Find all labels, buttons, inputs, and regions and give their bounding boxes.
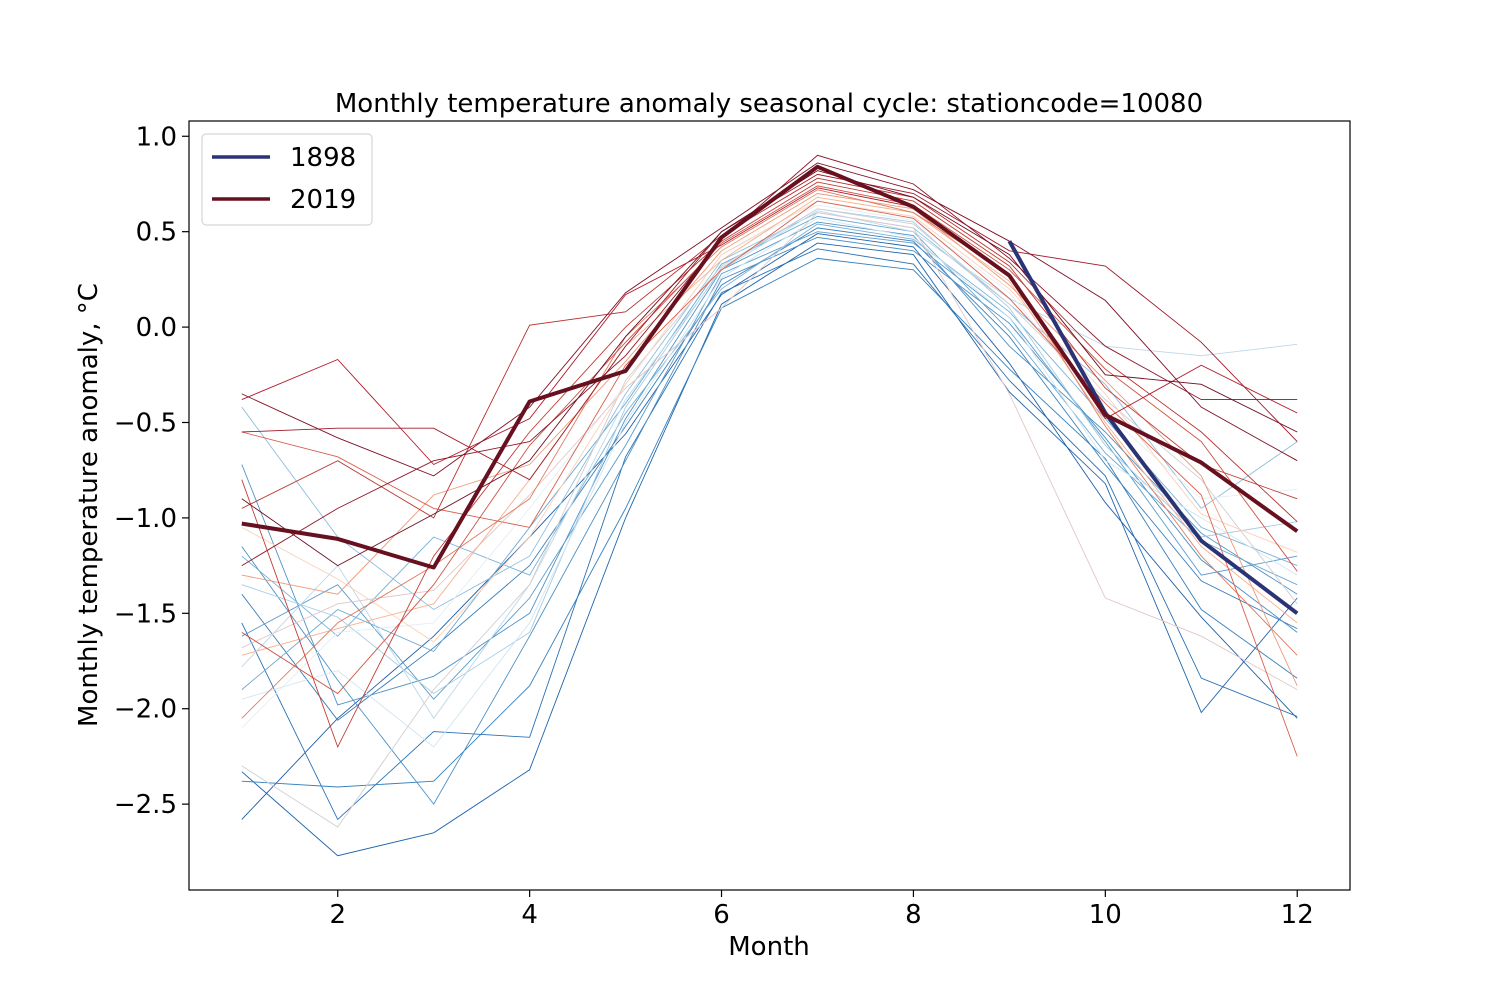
y-axis-label: Monthly temperature anomaly, °C: [74, 283, 104, 727]
series-line: [241, 200, 1298, 643]
series-line: [241, 236, 1298, 805]
y-tick-label: −2.5: [114, 790, 177, 820]
background-series-group: [241, 154, 1298, 857]
series-line: [241, 231, 1298, 700]
series-line: [241, 204, 1298, 729]
series-line: [241, 154, 1298, 566]
series-line: [241, 189, 1298, 719]
y-tick-label: −1.5: [114, 599, 177, 629]
series-line: [241, 181, 1298, 749]
series-line: [241, 187, 1298, 466]
x-tick-label: 2: [329, 900, 346, 930]
y-tick-label: −1.0: [114, 504, 177, 534]
legend-label-2019: 2019: [290, 185, 356, 215]
series-line: [241, 217, 1298, 748]
y-tick-label: 1.0: [136, 122, 177, 152]
series-line: [241, 215, 1298, 690]
y-tick-label: −2.0: [114, 695, 177, 725]
series-line: [241, 212, 1298, 611]
series-line: [241, 233, 1298, 820]
series-line: [241, 208, 1298, 695]
series-line-1898: [1007, 240, 1299, 615]
series-line: [241, 248, 1298, 821]
series-line: [241, 200, 1298, 757]
series-line: [241, 242, 1298, 857]
x-tick-label: 8: [905, 900, 922, 930]
series-line-2019: [241, 164, 1299, 570]
x-axis-label: Month: [728, 932, 810, 962]
chart-title: Monthly temperature anomaly seasonal cyc…: [335, 89, 1203, 119]
x-tick-label: 10: [1089, 900, 1122, 930]
y-axis: 1.0 0.5 0.0 −0.5 −1.0 −1.5 −2.0 −2.5: [114, 122, 189, 820]
series-line: [241, 173, 1298, 481]
series-line: [241, 227, 1298, 721]
plot-frame: [188, 120, 1351, 891]
series-line: [241, 193, 1298, 686]
highlighted-series-group: [241, 164, 1299, 615]
y-tick-label: 0.0: [136, 313, 177, 343]
series-line: [241, 212, 1298, 690]
x-tick-label: 6: [713, 900, 730, 930]
series-line: [241, 162, 1298, 477]
x-axis: 2 4 6 8 10 12: [329, 890, 1314, 930]
legend-label-1898: 1898: [290, 143, 356, 173]
y-tick-label: 0.5: [136, 218, 177, 248]
x-tick-label: 12: [1281, 900, 1314, 930]
legend: 1898 2019: [201, 133, 373, 226]
series-line: [241, 221, 1298, 706]
x-tick-label: 4: [521, 900, 538, 930]
series-line: [241, 196, 1298, 656]
series-line: [241, 177, 1298, 523]
series-line: [241, 185, 1298, 695]
y-tick-label: −0.5: [114, 408, 177, 438]
series-line: [241, 210, 1298, 720]
series-line: [241, 208, 1298, 828]
